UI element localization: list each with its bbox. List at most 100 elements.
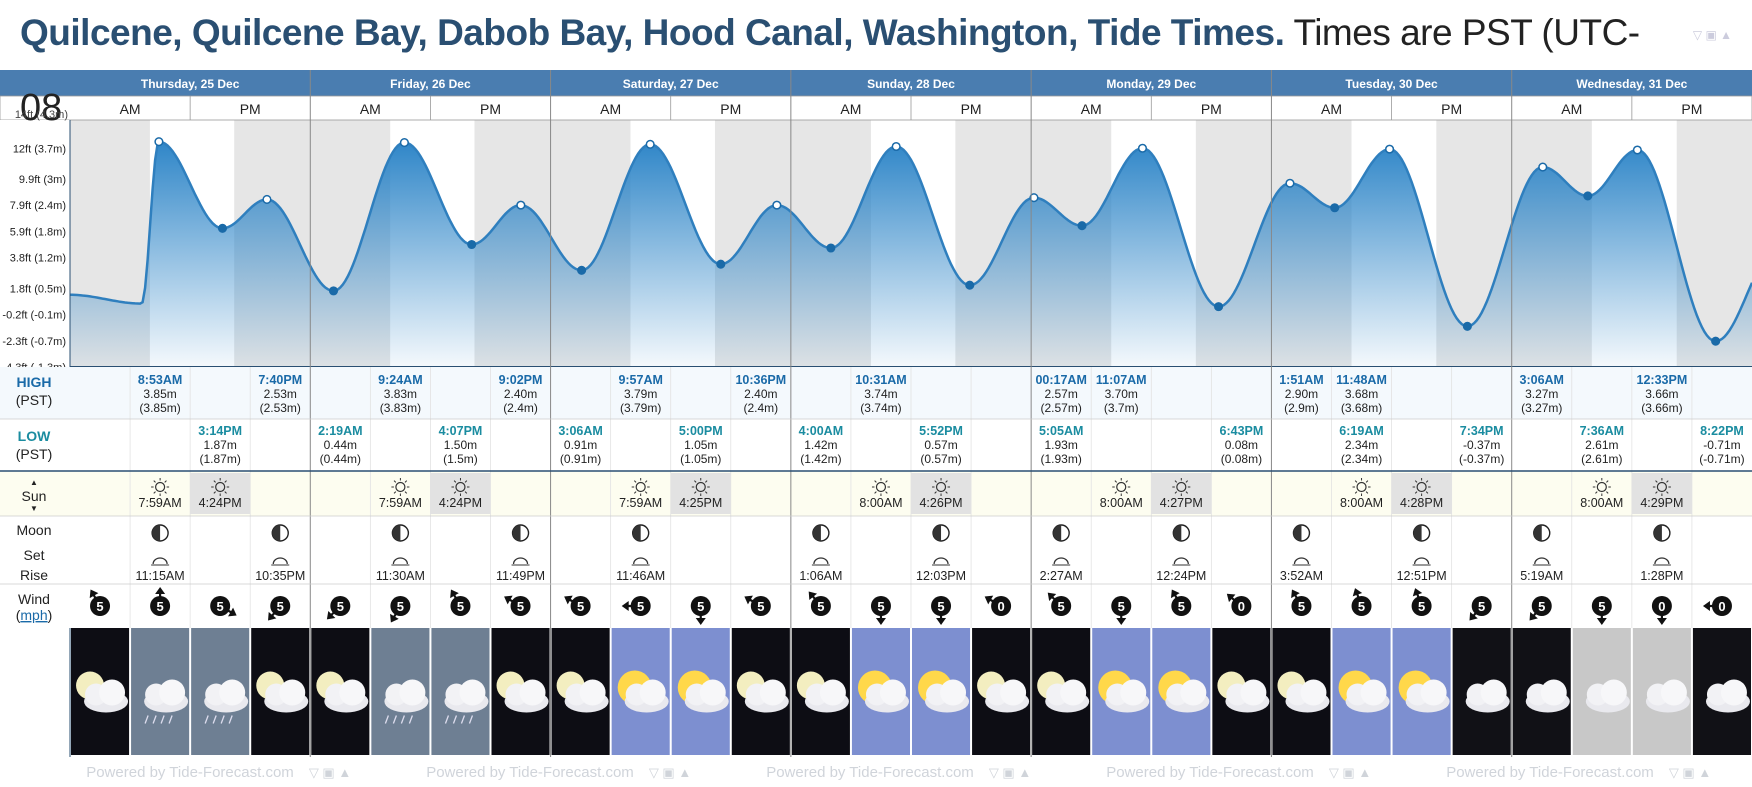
low-row-label: LOW (18, 428, 51, 444)
high-meters: 3.83m (384, 387, 417, 401)
wind-arrow-head (390, 613, 399, 623)
sun-ray (945, 491, 948, 494)
wind-speed-badge (1051, 596, 1072, 616)
cloud-puff (339, 679, 366, 706)
sun-ray (1655, 491, 1658, 494)
moon-time: 3:52AM (1280, 569, 1323, 583)
am-label-3: AM (840, 101, 861, 117)
sun-ray (633, 480, 637, 483)
sun-time: 4:26PM (919, 496, 962, 510)
moonrise-icon (633, 557, 649, 565)
am-label-4: AM (1081, 101, 1102, 117)
wind-unit-open: ( (16, 607, 21, 623)
wind-speed: 5 (337, 599, 344, 614)
high-meters: 3.70m (1105, 387, 1138, 401)
low-time: 7:36AM (1580, 424, 1624, 438)
high-time: 10:36PM (735, 373, 786, 387)
wind-entry-0: 5 (89, 589, 111, 616)
sun-entry-8: 8:00AM (1100, 478, 1143, 510)
sun-ray (404, 480, 408, 483)
wind-speed: 5 (1478, 599, 1485, 614)
wind-speed: 5 (757, 599, 764, 614)
wind-entry-4: 5 (326, 596, 351, 620)
low-meters-alt: (0.08m) (1221, 452, 1262, 466)
moon-time: 11:49PM (496, 569, 545, 583)
wind-speed: 5 (156, 599, 163, 614)
am-label-2: AM (600, 101, 621, 117)
y-tick-3: 5.9ft (1.8m) (10, 226, 66, 238)
wind-entry-26: 0 (1651, 596, 1672, 625)
sun-time: 8:00AM (1100, 496, 1143, 510)
wind-speed-badge (150, 596, 171, 616)
sun-ray (453, 491, 457, 494)
wind-speed-badge (1411, 596, 1432, 616)
cloud-icon (1705, 679, 1750, 713)
wind-speed-badge (510, 596, 531, 616)
wind-speed: 5 (1178, 599, 1185, 614)
sun-ray (224, 491, 227, 494)
low-meters-alt: (1.87m) (200, 452, 241, 466)
sun-ray (404, 491, 408, 494)
moon-entry-2: 11:30AM (376, 524, 425, 583)
sun-entry-0: 7:59AM (139, 478, 182, 510)
tide-point-high-23 (1538, 162, 1548, 172)
sunset-icon (1656, 481, 1667, 493)
tide-point-low-2 (217, 223, 228, 233)
low-meters: 0.57m (924, 438, 957, 452)
low-meters: 2.61m (1585, 438, 1618, 452)
page-title: Quilcene, Quilcene Bay, Dabob Bay, Hood … (20, 12, 1640, 54)
weather-cell-14 (912, 628, 971, 755)
wind-unit-link[interactable]: mph (20, 607, 47, 623)
moonrise-icon (152, 557, 168, 565)
sun-ray (153, 480, 156, 483)
high-meters: 2.40m (744, 387, 777, 401)
footer-credit-0: Powered by Tide-Forecast.com (86, 764, 294, 781)
rain-drop (408, 715, 414, 724)
sun-entry-5: 4:25PM (670, 473, 731, 514)
tide-point-low-22 (1462, 321, 1472, 331)
high-meters-alt: (3.7m) (1104, 401, 1139, 415)
pm-label-0: PM (240, 101, 261, 117)
tide-point-low-16 (1077, 221, 1087, 231)
moonrise-icon (1534, 557, 1550, 565)
wind-arrow-head (744, 595, 753, 605)
sun-ray (1425, 491, 1429, 494)
footer-logo-1: ▽ ▣ ▲ (649, 765, 691, 780)
wind-arrow-head (1469, 611, 1478, 621)
wind-speed-badge (630, 596, 651, 616)
weather-cell-10 (671, 628, 730, 755)
sun-time: 4:25PM (679, 496, 722, 510)
moonrise-icon (392, 557, 409, 565)
moon-entry-9: 3:52AM (1280, 524, 1323, 583)
wind-speed: 5 (517, 599, 524, 614)
wind-speed-badge (210, 596, 231, 616)
cloud-icon (1585, 679, 1630, 713)
wind-arrow-head (936, 618, 947, 625)
wind-speed: 0 (1718, 599, 1725, 614)
moon-phase-shade (1653, 525, 1662, 541)
sun-ray (644, 491, 648, 494)
wind-row-label: Wind (18, 591, 50, 607)
sunrise-icon (1116, 481, 1127, 493)
cloud-puff (159, 679, 186, 706)
cloud-puff (699, 679, 726, 706)
sun-ray (1125, 480, 1128, 483)
high-meters: 3.66m (1645, 387, 1678, 401)
cloud-puff (519, 679, 546, 706)
moon-entry-11: 5:19AM (1520, 524, 1563, 583)
wind-speed: 0 (1238, 599, 1245, 614)
low-meters-alt: (1.42m) (800, 452, 841, 466)
high-meters: 2.53m (264, 387, 297, 401)
rain-drop (212, 715, 217, 724)
sun-ray (1365, 480, 1369, 483)
high-time: 11:07AM (1096, 373, 1147, 387)
high-meters-alt: (3.66m) (1641, 401, 1682, 415)
high-meters: 3.74m (864, 387, 897, 401)
